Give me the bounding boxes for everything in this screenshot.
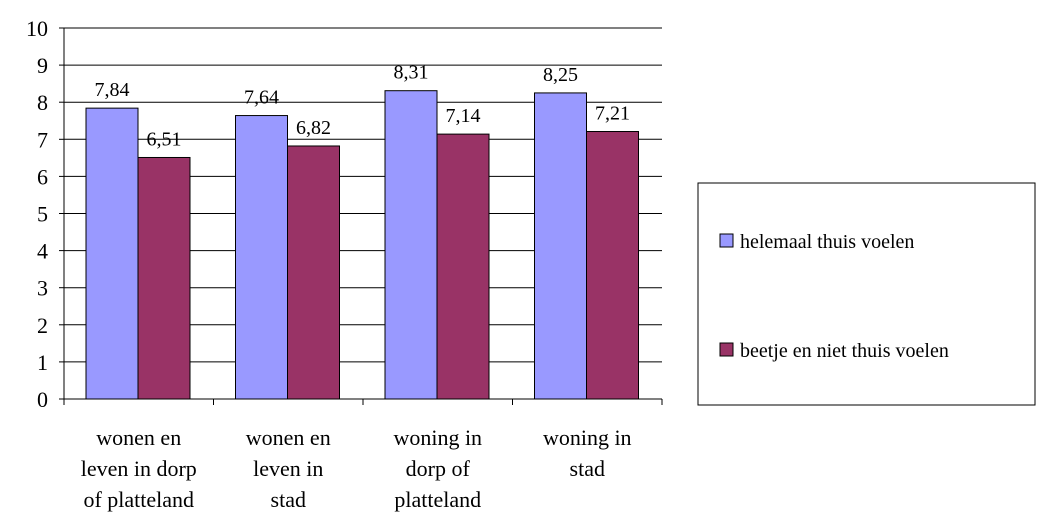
y-tick-label: 2	[37, 313, 48, 338]
x-category-label: woning in	[543, 425, 632, 450]
x-category-label: wonen en	[246, 425, 331, 450]
x-category-label: wonen en	[96, 425, 181, 450]
data-label: 6,82	[296, 117, 331, 139]
bar	[235, 115, 288, 400]
legend: helemaal thuis voelen beetje en niet thu…	[697, 182, 1036, 406]
legend-label-series-1: helemaal thuis voelen	[740, 231, 914, 253]
x-category-labels: wonen en leven in dorp of platteland wonen …	[81, 425, 632, 512]
x-category-label: stad	[271, 487, 306, 512]
data-label: 7,14	[446, 105, 481, 127]
legend-box	[697, 182, 1036, 406]
bar	[534, 92, 587, 400]
x-category-label: woning in	[393, 425, 482, 450]
data-label: 8,25	[543, 64, 578, 86]
y-tick-label: 1	[37, 350, 48, 375]
axes	[59, 27, 663, 405]
data-label: 6,51	[147, 128, 182, 150]
bar	[586, 131, 639, 400]
y-tick-label: 8	[37, 90, 48, 115]
legend-swatch-series-2	[719, 342, 734, 357]
bar	[137, 156, 191, 400]
bar	[384, 90, 438, 400]
y-tick-labels: 0 1 2 3 4 5 6 7 8 9 10	[26, 16, 48, 412]
x-category-label: of platteland	[83, 487, 194, 512]
bar	[85, 107, 139, 400]
data-label: 7,64	[244, 87, 279, 109]
y-tick-label: 10	[26, 16, 48, 41]
bar	[436, 133, 490, 400]
data-labels: 7,84 7,64 8,31 8,25 6,51 6,82 7,14 7,21	[95, 62, 631, 151]
y-tick-label: 7	[37, 127, 48, 152]
legend-label-series-2: beetje en niet thuis voelen	[740, 340, 949, 362]
legend-swatch-series-1	[719, 233, 734, 248]
y-tick-label: 9	[37, 53, 48, 78]
y-tick-label: 0	[37, 387, 48, 412]
data-label: 7,84	[95, 79, 130, 101]
y-tick-label: 6	[37, 164, 48, 189]
y-tick-label: 4	[37, 239, 48, 264]
x-category-label: dorp of	[406, 456, 471, 481]
x-category-label: leven in dorp	[81, 456, 197, 481]
x-category-label: leven in	[253, 456, 323, 481]
data-label: 7,21	[595, 103, 630, 125]
data-label: 8,31	[394, 62, 429, 84]
y-tick-label: 5	[37, 202, 48, 227]
bar	[287, 145, 340, 400]
x-category-label: stad	[570, 456, 605, 481]
y-tick-label: 3	[37, 276, 48, 301]
x-category-label: platteland	[394, 487, 481, 512]
